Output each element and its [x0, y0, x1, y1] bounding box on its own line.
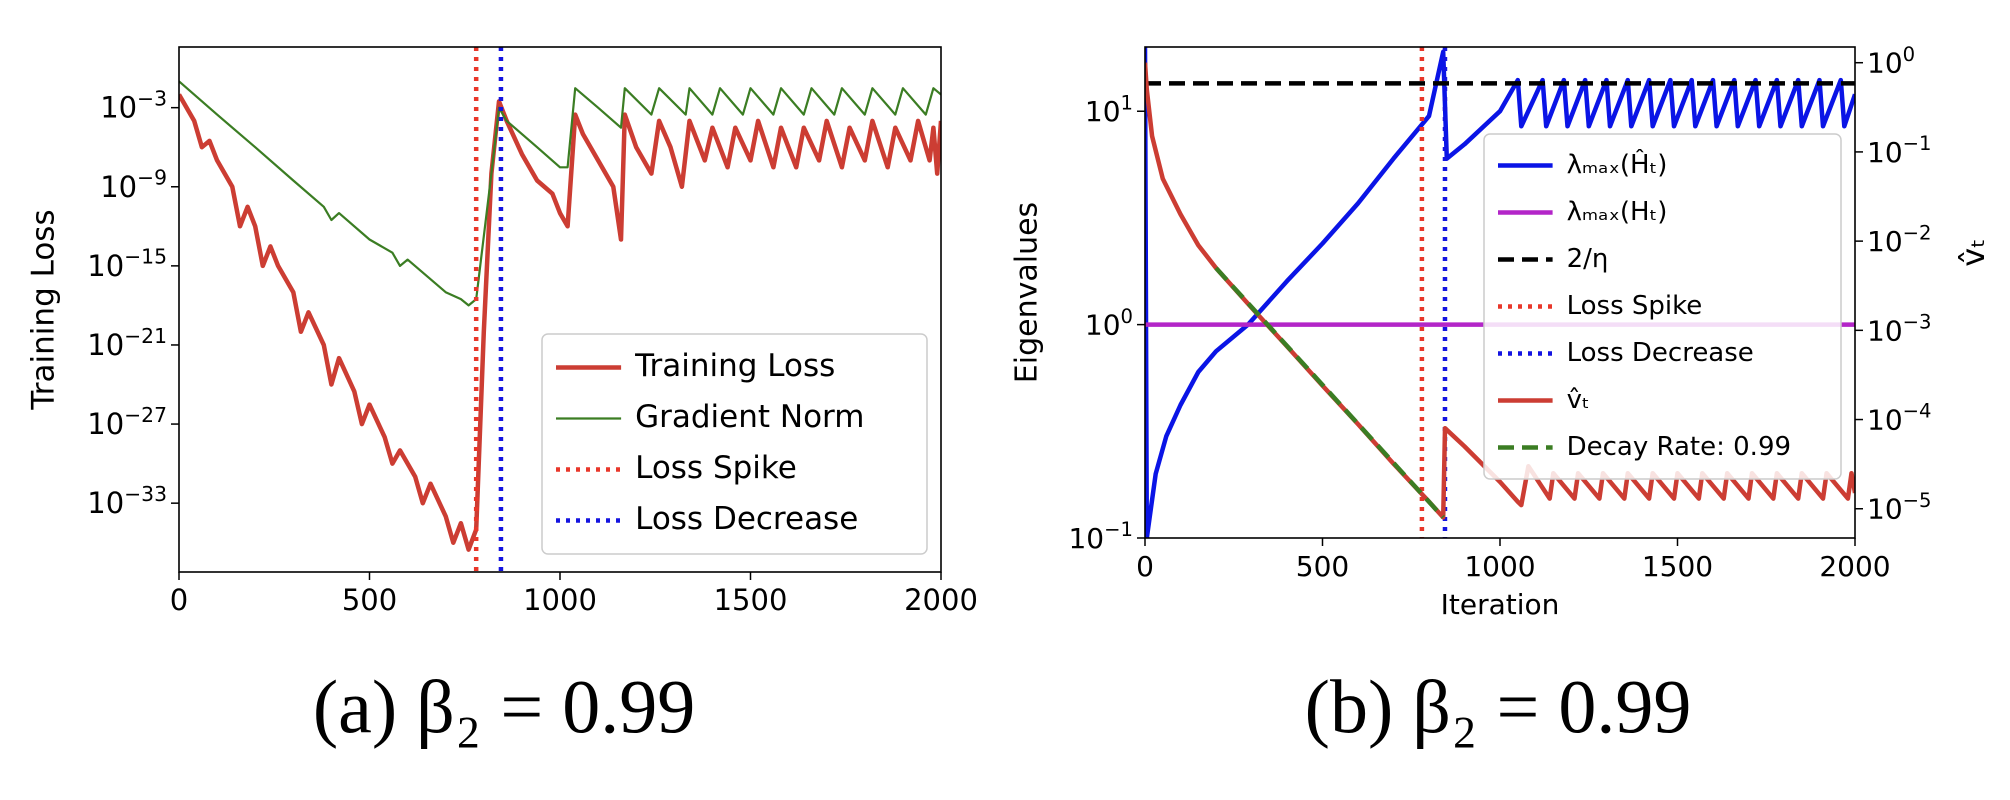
- x-tick-label: 1500: [1642, 550, 1713, 583]
- x-tick-label: 0: [170, 583, 188, 617]
- y2-tick-label: 10−2: [1867, 221, 1932, 258]
- y-tick-label: 10−21: [87, 323, 167, 362]
- caption: (a) β₂ = 0.99: [313, 665, 695, 749]
- legend-label: Gradient Norm: [635, 399, 864, 435]
- y2-tick-label: 100: [1867, 42, 1915, 79]
- series-line: [1214, 266, 1445, 519]
- plot-frame: [178, 46, 942, 573]
- x-tick-label: 500: [1296, 550, 1349, 583]
- legend-label: λₘₐₓ(Ĥₜ): [1567, 148, 1668, 180]
- y-axis-label: Eigenvalues: [1010, 202, 1045, 383]
- x-tick-label: 0: [1136, 550, 1154, 583]
- legend-label: Loss Spike: [1567, 291, 1703, 321]
- legend-box: [541, 333, 928, 555]
- y2-axis-label: v̂ₜ: [1954, 238, 1992, 266]
- series-line: [179, 80, 941, 307]
- x-tick-label: 1000: [1464, 550, 1535, 583]
- x-tick-label: 1500: [714, 583, 788, 617]
- y2-tick-label: 10−4: [1867, 399, 1932, 436]
- series-line: [1145, 47, 1855, 538]
- plot-frame: [1144, 46, 1856, 539]
- y2-tick-label: 10−3: [1867, 310, 1932, 347]
- y-tick-label: 10−15: [87, 244, 167, 283]
- legend-label: Decay Rate: 0.99: [1567, 432, 1791, 462]
- y-tick-label: 10−1: [1068, 518, 1133, 555]
- x-tick-label: 1000: [523, 583, 597, 617]
- legend-label: Loss Decrease: [635, 501, 858, 537]
- legend-box: [1483, 133, 1842, 480]
- x-tick-label: 2000: [1819, 550, 1890, 583]
- legend-label: v̂ₜ: [1567, 385, 1590, 415]
- y-tick-label: 10−9: [100, 165, 167, 204]
- legend-label: Loss Spike: [635, 450, 797, 486]
- x-tick-label: 2000: [904, 583, 978, 617]
- y-tick-label: 10−33: [87, 482, 167, 521]
- y2-tick-label: 10−5: [1867, 488, 1932, 525]
- legend-label: λₘₐₓ(Hₜ): [1567, 197, 1668, 227]
- legend-label: 2/η: [1567, 244, 1609, 274]
- x-tick-label: 500: [342, 583, 397, 617]
- y-axis-label: Training Loss: [26, 209, 62, 410]
- y2-tick-label: 10−1: [1867, 132, 1932, 169]
- x-axis-label: Iteration: [1441, 588, 1560, 621]
- y-tick-label: 101: [1085, 91, 1133, 128]
- series-line: [179, 93, 941, 552]
- y-tick-label: 10−3: [100, 86, 167, 125]
- legend-label: Training Loss: [634, 348, 835, 384]
- caption: (b) β₂ = 0.99: [1305, 665, 1692, 749]
- y-tick-label: 10−27: [87, 402, 167, 441]
- y-tick-label: 100: [1085, 304, 1133, 341]
- legend-label: Loss Decrease: [1567, 338, 1754, 368]
